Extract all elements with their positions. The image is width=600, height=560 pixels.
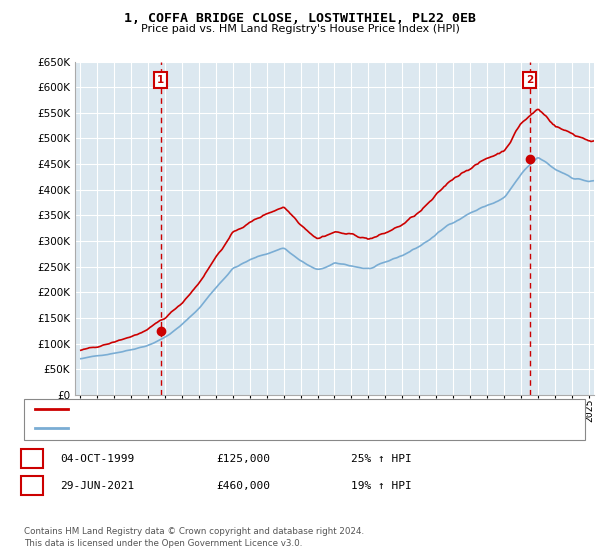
Text: £460,000: £460,000 [216,480,270,491]
Text: 1: 1 [28,454,35,464]
Text: HPI: Average price, detached house, Cornwall: HPI: Average price, detached house, Corn… [75,423,339,433]
Text: This data is licensed under the Open Government Licence v3.0.: This data is licensed under the Open Gov… [24,539,302,548]
Text: £125,000: £125,000 [216,454,270,464]
Text: 2: 2 [526,75,533,85]
Text: 1: 1 [157,75,164,85]
Text: 1, COFFA BRIDGE CLOSE, LOSTWITHIEL, PL22 0EB (detached house): 1, COFFA BRIDGE CLOSE, LOSTWITHIEL, PL22… [75,404,441,414]
Text: 1, COFFA BRIDGE CLOSE, LOSTWITHIEL, PL22 0EB: 1, COFFA BRIDGE CLOSE, LOSTWITHIEL, PL22… [124,12,476,25]
Text: 2: 2 [28,480,35,491]
Text: 25% ↑ HPI: 25% ↑ HPI [351,454,412,464]
Text: 29-JUN-2021: 29-JUN-2021 [60,480,134,491]
Text: 04-OCT-1999: 04-OCT-1999 [60,454,134,464]
Text: 19% ↑ HPI: 19% ↑ HPI [351,480,412,491]
Text: Contains HM Land Registry data © Crown copyright and database right 2024.: Contains HM Land Registry data © Crown c… [24,528,364,536]
Text: Price paid vs. HM Land Registry's House Price Index (HPI): Price paid vs. HM Land Registry's House … [140,24,460,34]
